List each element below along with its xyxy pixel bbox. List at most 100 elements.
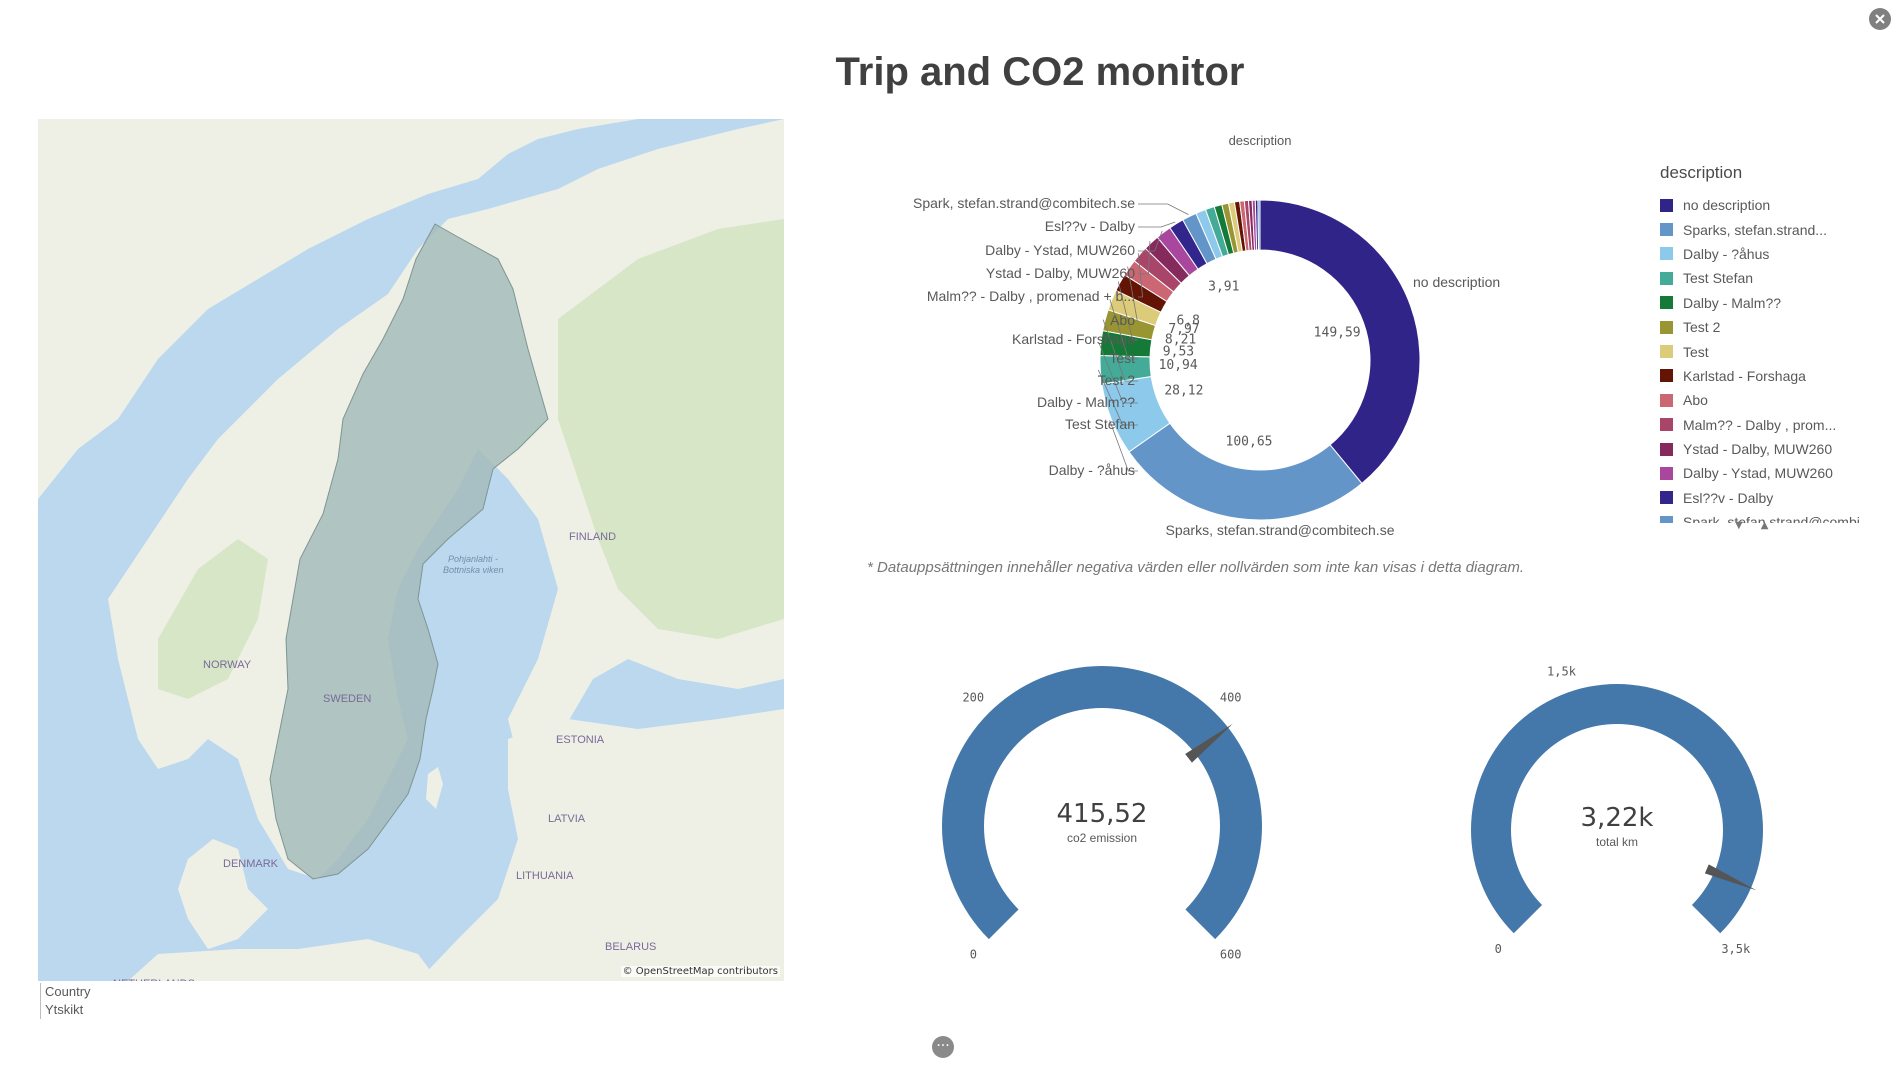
- page-title: Trip and CO2 monitor: [835, 50, 1245, 94]
- legend-swatch: [1660, 393, 1673, 407]
- legend-label: Test: [1683, 343, 1709, 360]
- legend-item[interactable]: Esl??v - Dalby: [1660, 486, 1860, 510]
- gauge-label: total km: [1596, 835, 1638, 849]
- donut-value-label: 3,91: [1208, 279, 1239, 294]
- gauge-label: co2 emission: [1067, 831, 1137, 845]
- legend-label: Test Stefan: [1683, 270, 1754, 287]
- map-canvas[interactable]: SWEDEN NORWAY FINLAND DENMARK ESTONIA LA…: [38, 119, 784, 981]
- sweden-highlight[interactable]: [269, 223, 549, 880]
- legend-label: Sparks, stefan.strand...: [1683, 221, 1827, 238]
- legend-scroll-down-icon[interactable]: ▼: [1735, 520, 1761, 531]
- donut-slice[interactable]: [1259, 199, 1421, 485]
- osm-credit-link[interactable]: © OpenStreetMap contributors: [620, 966, 780, 977]
- gauge-tick-label: 600: [1220, 948, 1242, 962]
- baltic-land: [418, 709, 784, 981]
- legend-item[interactable]: no description: [1660, 193, 1860, 217]
- map-caption-line: Country: [45, 984, 91, 999]
- donut-category-label: Dalby - ?åhus: [1049, 462, 1135, 478]
- gauge-tick-label: 0: [1495, 942, 1502, 956]
- donut-label-leader: [1138, 221, 1176, 228]
- close-button[interactable]: [1869, 8, 1891, 30]
- legend-swatch: [1660, 271, 1673, 285]
- legend-nav: ▼▲: [1735, 520, 1786, 531]
- donut-label-leader: [1102, 319, 1138, 382]
- donut-value-label: 28,12: [1164, 384, 1203, 399]
- gauge-band: [1471, 684, 1763, 934]
- more-options-button[interactable]: ···: [932, 1036, 954, 1058]
- legend-swatch: [1660, 296, 1673, 310]
- legend-scroll-up-icon[interactable]: ▲: [1760, 520, 1787, 531]
- legend-swatch: [1660, 466, 1673, 480]
- donut-value-label: 8,21: [1165, 333, 1196, 348]
- donut-category-label: Esl??v - Dalby: [1045, 218, 1135, 234]
- donut-chart-title: description: [1229, 133, 1292, 148]
- legend-swatch: [1660, 198, 1673, 212]
- legend-swatch: [1660, 442, 1673, 456]
- donut-label-leader: [1138, 203, 1189, 216]
- donut-category-label: Test Stefan: [1065, 416, 1135, 432]
- donut-slices: [1099, 199, 1421, 521]
- donut-label-leader: [1097, 369, 1138, 426]
- gauge-tick-label: 200: [962, 690, 984, 704]
- donut-labels: 149,59 100,65 28,12 10,949,538,217,976,8 3,9…: [913, 195, 1500, 538]
- gauge-tick-label: 400: [1220, 690, 1242, 704]
- donut-legend[interactable]: description no description Sparks, stefan…: [1660, 163, 1860, 523]
- legend-label: Spark, stefan.strand@combitech.se: [1683, 514, 1860, 523]
- forest-norway: [158, 539, 268, 699]
- map-label-latvia: LATVIA: [548, 813, 586, 825]
- legend-item[interactable]: Karlstad - Forshaga: [1660, 364, 1860, 388]
- donut-chart[interactable]: description 149,59 100,65 28,12 10,949,538,…: [840, 125, 1640, 545]
- legend-swatch: [1660, 247, 1673, 261]
- close-icon: [1875, 14, 1885, 24]
- legend-label: Test 2: [1683, 319, 1721, 336]
- gauge-band: [942, 666, 1262, 940]
- legend-title: description: [1660, 163, 1743, 182]
- donut-category-label: Malm?? - Dalby , promenad + b...: [927, 288, 1135, 304]
- gauge-co2-emission[interactable]: 0 200 400 600 415,52 co2 emission: [920, 650, 1350, 980]
- legend-item[interactable]: Malm?? - Dalby , prom...: [1660, 413, 1860, 437]
- donut-value-label: 7,97: [1168, 322, 1199, 337]
- donut-slice[interactable]: [1257, 199, 1261, 251]
- legend-label: Esl??v - Dalby: [1683, 489, 1774, 506]
- gauge-total-km[interactable]: 0 1,5k 3,5k 3,22k total km: [1445, 650, 1875, 980]
- donut-category-label: Dalby - Malm??: [1037, 394, 1135, 410]
- gauge-tick-label: 0: [970, 948, 977, 962]
- legend-item[interactable]: Dalby - Ystad, MUW260: [1660, 461, 1860, 485]
- donut-slice[interactable]: [1128, 422, 1363, 521]
- donut-label-leader: [1137, 253, 1144, 298]
- map-layer-caption: Country Ytskikt: [40, 983, 91, 1019]
- legend-item[interactable]: Spark, stefan.strand@combitech.se: [1660, 510, 1860, 523]
- map-label-norway: NORWAY: [203, 659, 252, 671]
- map-view[interactable]: SWEDEN NORWAY FINLAND DENMARK ESTONIA LA…: [38, 119, 784, 981]
- legend-item[interactable]: Dalby - Malm??: [1660, 291, 1860, 315]
- map-label-finland: FINLAND: [569, 531, 616, 543]
- donut-category-label: no description: [1413, 274, 1500, 290]
- legend-list[interactable]: no description Sparks, stefan.strand... Da…: [1660, 193, 1860, 523]
- legend-swatch: [1660, 223, 1673, 237]
- donut-label-leader: [1127, 266, 1138, 322]
- gauge-value: 415,52: [1057, 799, 1148, 829]
- legend-item[interactable]: Test: [1660, 339, 1860, 363]
- donut-value-label: 6,8: [1177, 313, 1200, 328]
- chart-footnote: * Datauppsättningen innehåller negativa …: [867, 559, 1525, 576]
- legend-item[interactable]: Abo: [1660, 388, 1860, 412]
- legend-item[interactable]: Test 2: [1660, 315, 1860, 339]
- legend-label: Dalby - Malm??: [1683, 294, 1782, 311]
- legend-label: no description: [1683, 197, 1771, 214]
- map-label-lithuania: LITHUANIA: [516, 870, 574, 882]
- legend-item[interactable]: Ystad - Dalby, MUW260: [1660, 437, 1860, 461]
- gauge-tick-label: 3,5k: [1721, 942, 1751, 956]
- legend-item[interactable]: Sparks, stefan.strand...: [1660, 217, 1860, 241]
- legend-swatch: [1660, 418, 1673, 432]
- map-label-bothnia-1: Pohjanlahti -: [448, 554, 498, 564]
- gotland-island: [426, 767, 443, 809]
- map-label-sweden: SWEDEN: [323, 693, 371, 705]
- gauge-needle: [1185, 723, 1233, 763]
- legend-item[interactable]: Dalby - ?åhus: [1660, 242, 1860, 266]
- donut-value-label: 149,59: [1314, 325, 1361, 340]
- donut-category-label: Ystad - Dalby, MUW260: [986, 265, 1135, 281]
- donut-label-leader: [1109, 420, 1138, 472]
- legend-swatch: [1660, 491, 1673, 505]
- legend-item[interactable]: Test Stefan: [1660, 266, 1860, 290]
- donut-label-leader: [1109, 299, 1138, 360]
